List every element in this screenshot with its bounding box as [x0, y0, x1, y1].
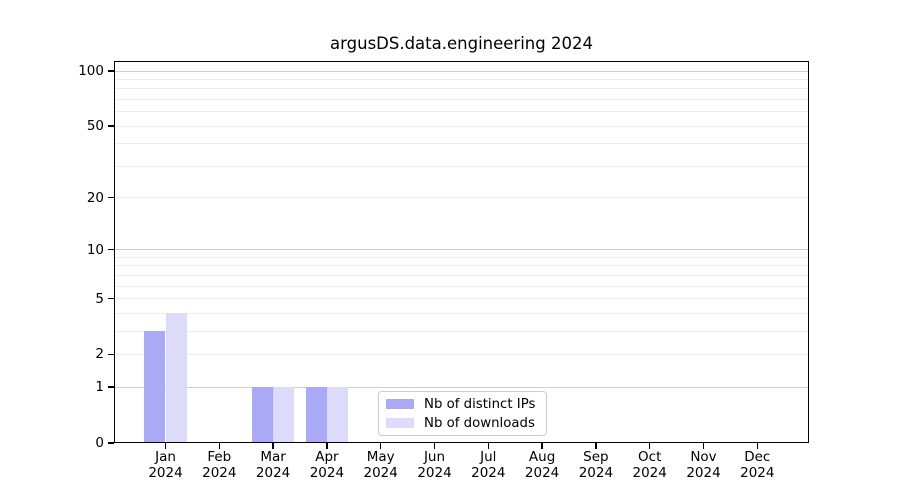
x-tick-label: Nov 2024	[674, 449, 734, 481]
x-tick-month: Jul	[480, 449, 497, 465]
x-tick-year: 2024	[363, 464, 398, 481]
x-tick-mark	[541, 443, 543, 449]
y-tick-label: 10	[86, 241, 104, 258]
x-tick-label: May 2024	[351, 449, 411, 481]
y-tick-label: 5	[95, 290, 104, 307]
x-tick-year: 2024	[632, 464, 667, 481]
y-tick-label: 50	[86, 118, 104, 135]
y-tick-label: 2	[95, 346, 104, 363]
gridline-minor	[114, 353, 809, 355]
y-tick-label: 100	[78, 63, 104, 79]
legend-item-downloads: Nb of downloads	[386, 415, 538, 431]
gridline-minor	[114, 143, 809, 145]
y-tick-mark	[108, 386, 114, 388]
x-tick-mark	[595, 443, 597, 449]
x-tick-year: 2024	[148, 464, 183, 481]
x-tick-year: 2024	[471, 464, 506, 481]
x-tick-mark	[487, 443, 489, 449]
x-tick-year: 2024	[417, 464, 452, 481]
plot-area: Nb of distinct IPs Nb of downloads	[114, 61, 809, 443]
x-tick-mark	[756, 443, 758, 449]
x-tick-label: Jan 2024	[136, 449, 196, 481]
x-tick-label: Aug 2024	[512, 449, 572, 481]
gridline-minor	[114, 274, 809, 276]
x-tick-label: Jun 2024	[405, 449, 465, 481]
legend-swatch-downloads	[386, 418, 414, 428]
x-tick-year: 2024	[309, 464, 345, 481]
x-tick-month: Mar	[260, 449, 286, 465]
gridline-minor	[114, 125, 809, 127]
x-tick-month: Oct	[638, 449, 662, 465]
legend-label: Nb of downloads	[424, 415, 535, 431]
bar-downloads	[326, 387, 349, 443]
bar-downloads	[273, 387, 295, 443]
x-tick-label: Oct 2024	[620, 449, 680, 481]
x-tick-month: Dec	[744, 449, 771, 465]
legend-swatch-distinct-ips	[386, 399, 414, 409]
x-tick-mark	[702, 443, 705, 449]
x-tick-label: Sep 2024	[566, 449, 626, 481]
x-tick-label: Dec 2024	[727, 449, 787, 481]
x-tick-month: May	[366, 449, 395, 465]
gridline-major	[114, 70, 809, 72]
y-tick-mark	[108, 70, 114, 72]
x-tick-mark	[326, 443, 328, 449]
gridline-minor	[114, 111, 809, 113]
gridline-minor	[114, 165, 809, 167]
x-tick-label: Apr 2024	[297, 449, 357, 481]
x-tick-mark	[433, 443, 436, 449]
x-tick-year: 2024	[202, 464, 237, 481]
x-tick-year: 2024	[255, 464, 291, 481]
y-tick-label: 20	[86, 189, 104, 206]
y-tick-mark	[108, 353, 114, 356]
gridline-major	[114, 249, 809, 251]
x-tick-mark	[272, 443, 274, 449]
x-tick-month: Nov	[690, 449, 717, 465]
gridline-minor	[114, 88, 809, 90]
x-tick-label: Feb 2024	[189, 449, 249, 481]
bar-distinct-ips	[251, 387, 274, 443]
gridline-minor	[114, 285, 809, 287]
x-tick-mark	[380, 443, 382, 449]
gridline-minor	[114, 197, 809, 199]
x-tick-year: 2024	[686, 464, 721, 481]
chart-title: argusDS.data.engineering 2024	[330, 34, 593, 53]
y-tick-mark	[108, 125, 114, 127]
legend: Nb of distinct IPs Nb of downloads	[378, 391, 547, 436]
gridline-major	[114, 386, 809, 388]
gridline-minor	[114, 312, 809, 314]
y-tick-mark	[108, 196, 114, 199]
gridline-minor	[114, 256, 809, 258]
x-tick-year: 2024	[524, 464, 560, 481]
y-tick-mark	[108, 442, 114, 444]
gridline-minor	[114, 265, 809, 267]
x-tick-label: Jul 2024	[458, 449, 518, 481]
x-tick-year: 2024	[740, 464, 775, 481]
x-tick-month: Jan	[155, 449, 176, 465]
x-tick-month: Sep	[583, 449, 609, 465]
y-tick-label: 1	[95, 379, 104, 396]
y-tick-mark	[108, 249, 114, 251]
x-tick-month: Jun	[423, 449, 446, 465]
y-tick-label: 0	[95, 435, 104, 451]
gridline-minor	[114, 330, 809, 332]
x-tick-month: Feb	[207, 449, 232, 465]
bar-distinct-ips	[144, 331, 166, 443]
y-tick-mark	[108, 297, 114, 300]
x-tick-label: Mar 2024	[243, 449, 303, 481]
gridline-minor	[114, 298, 809, 300]
bar-distinct-ips	[305, 387, 327, 443]
x-tick-year: 2024	[578, 464, 614, 481]
bar-downloads	[165, 313, 187, 443]
gridline-minor	[114, 78, 809, 80]
x-tick-mark	[218, 443, 220, 449]
x-tick-mark	[649, 443, 651, 449]
legend-item-distinct-ips: Nb of distinct IPs	[386, 396, 538, 412]
gridline-minor	[114, 98, 809, 100]
x-tick-month: Aug	[528, 449, 556, 465]
legend-label: Nb of distinct IPs	[424, 396, 536, 412]
x-tick-mark	[164, 443, 167, 449]
x-tick-month: Apr	[315, 449, 339, 465]
